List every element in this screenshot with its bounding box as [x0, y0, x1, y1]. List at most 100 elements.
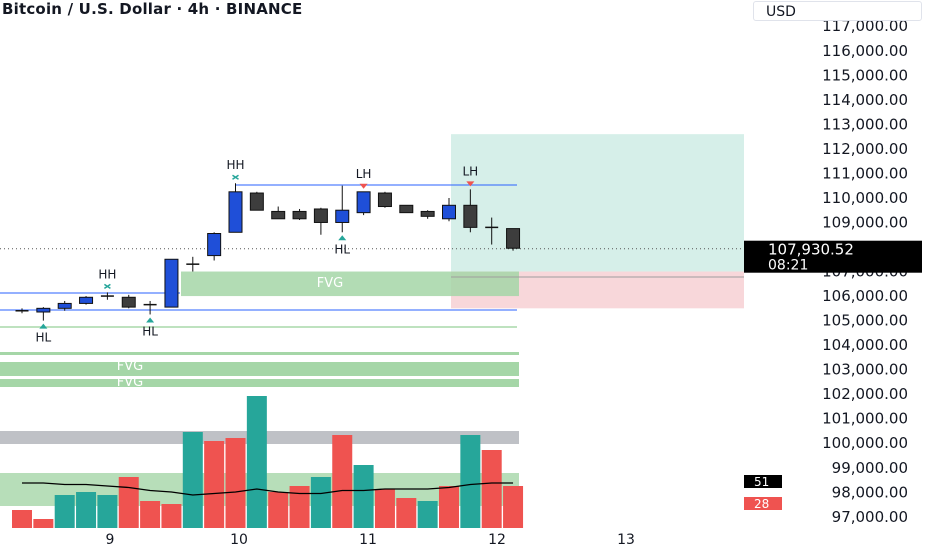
hl-marker	[146, 317, 155, 323]
volume-bar	[310, 477, 331, 528]
volume-bar	[439, 486, 459, 528]
hl-marker	[39, 323, 48, 329]
price-tick-label: 98,000.00	[832, 483, 908, 501]
volume-badge-label: 51	[754, 475, 769, 489]
hl-marker	[338, 235, 347, 241]
volume-bar	[182, 432, 203, 528]
price-tick-label: 100,000.00	[822, 434, 908, 452]
candle-body	[79, 296, 94, 304]
candle-body	[313, 208, 328, 223]
price-tick-label: 114,000.00	[822, 91, 908, 109]
price-tick-label: 103,000.00	[822, 361, 908, 379]
price-tick-label: 102,000.00	[822, 385, 908, 403]
volume-ma-line	[22, 482, 514, 496]
current-price-badge	[744, 240, 922, 273]
candle-body	[228, 191, 243, 233]
structure-label: HL	[35, 331, 51, 345]
volume-bar	[268, 492, 289, 528]
price-tick-label: 110,000.00	[822, 189, 908, 207]
price-tick-label: 97,000.00	[832, 508, 908, 526]
volume-bar	[140, 501, 161, 528]
candle-body	[249, 192, 264, 211]
hh-marker	[103, 283, 111, 290]
volume-bar	[460, 435, 481, 528]
fvg-label: FVG	[117, 375, 143, 390]
volume-bar	[161, 504, 182, 528]
structure-label: HH	[226, 158, 244, 172]
price-tick-label: 101,000.00	[822, 410, 908, 428]
volume-bar	[374, 489, 395, 528]
price-tick-label: 116,000.00	[822, 42, 908, 60]
target-zone	[451, 134, 744, 272]
candle-body	[420, 210, 435, 217]
fvg-zone	[0, 379, 519, 387]
currency-button[interactable]: USD	[753, 1, 922, 21]
structure-label: HH	[98, 267, 116, 281]
price-tick-label: 105,000.00	[822, 312, 908, 330]
volume-bar	[54, 495, 75, 528]
volume-layer	[12, 396, 524, 528]
price-tick-label: 111,000.00	[822, 164, 908, 182]
countdown-label: 08:21	[768, 258, 808, 274]
hh-marker	[232, 174, 239, 180]
candle-body	[506, 228, 521, 249]
time-tick-label: 9	[106, 532, 115, 548]
fvg-zone	[0, 352, 519, 355]
volume-bar	[118, 477, 139, 528]
candles-layer	[15, 183, 521, 321]
fvg-zone	[181, 271, 519, 297]
volume-bar	[481, 450, 502, 528]
candle-body	[292, 210, 307, 220]
price-tick-label: 109,000.00	[822, 213, 908, 231]
volume-bar	[76, 492, 97, 528]
volume-bar	[12, 510, 32, 528]
structure-label: LH	[462, 164, 478, 178]
volume-badge-label: 28	[754, 497, 769, 511]
current-price-label: 107,930.52	[768, 241, 854, 259]
candle-body	[399, 204, 414, 214]
lh-marker	[359, 183, 368, 189]
volume-bar	[97, 495, 118, 528]
price-tick-label: 117,000.00	[822, 17, 908, 35]
volume-bar	[33, 519, 54, 528]
volume-bar	[332, 435, 353, 528]
price-tick-label: 104,000.00	[822, 336, 908, 354]
volume-bar	[353, 465, 374, 528]
structure-label: LH	[356, 167, 372, 181]
labels-layer: HL HH HL HH HL LH LH	[35, 158, 478, 344]
volume-bar	[204, 441, 225, 528]
volume-bar	[396, 498, 417, 528]
volume-badge	[744, 475, 782, 488]
volume-bar	[246, 396, 267, 528]
candle-body	[164, 258, 179, 308]
structure-label: HL	[334, 242, 350, 256]
time-tick-label: 11	[359, 532, 377, 548]
candle-body	[36, 307, 51, 313]
time-tick-label: 13	[617, 532, 635, 548]
candle-body	[463, 204, 478, 228]
fvg-label: FVG	[117, 359, 143, 374]
candle-body	[377, 192, 392, 208]
volume-bar	[503, 486, 524, 528]
volume-bar	[417, 501, 438, 528]
price-axis[interactable]: 117,000.00 116,000.00 115,000.00 114,000.00…	[744, 17, 922, 526]
candle-body	[335, 209, 350, 223]
price-tick-label: 113,000.00	[822, 115, 908, 133]
candle-body	[442, 204, 456, 220]
lh-marker	[466, 181, 475, 187]
time-axis[interactable]: 9 10 11 12 13	[106, 532, 635, 548]
structure-label: HL	[142, 324, 158, 338]
candle-body	[207, 233, 222, 257]
chart-title: Bitcoin / U.S. Dollar · 4h · BINANCE	[2, 0, 303, 18]
time-tick-label: 10	[230, 532, 248, 548]
fvg-zone	[0, 362, 519, 376]
volume-bar	[225, 438, 246, 528]
lines-layer	[0, 184, 744, 328]
price-tick-label: 115,000.00	[822, 66, 908, 84]
candle-body	[121, 296, 136, 308]
price-tick-label: 106,000.00	[822, 287, 908, 305]
candle-body	[271, 210, 286, 220]
fvg-label: FVG	[317, 276, 343, 291]
